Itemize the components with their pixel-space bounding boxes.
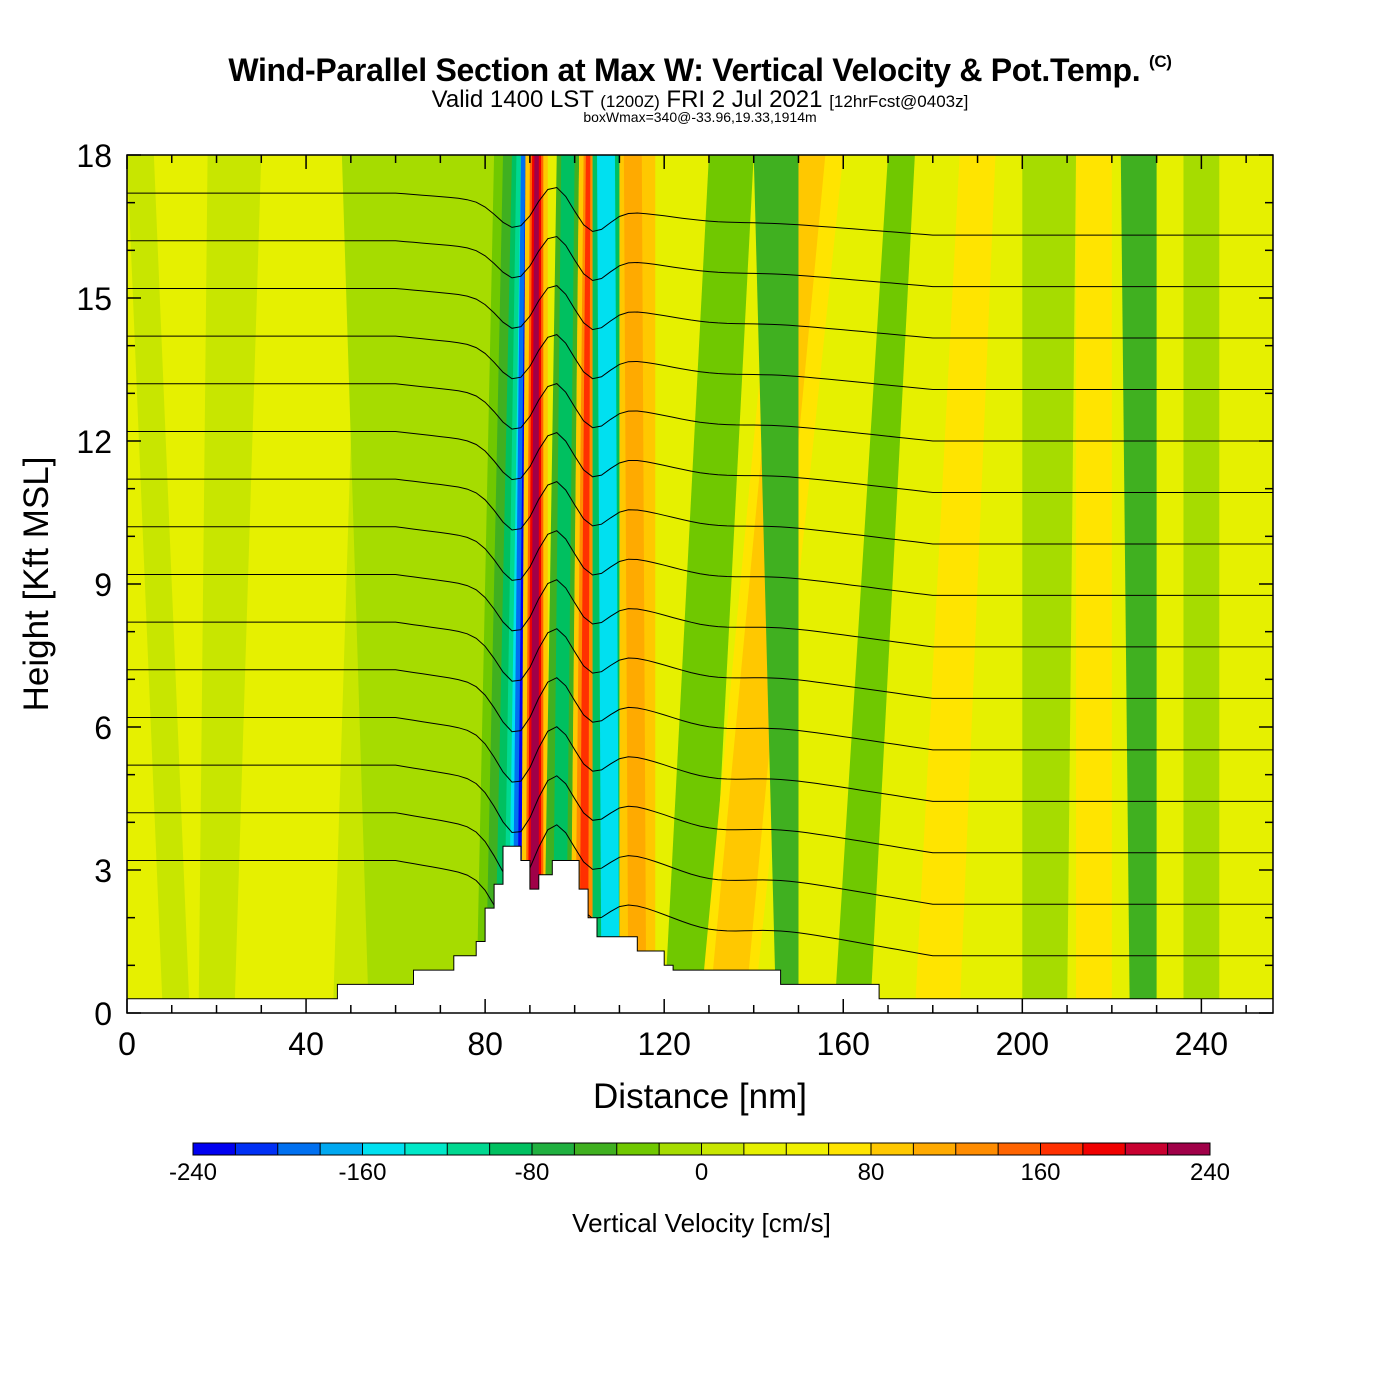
velocity-band	[834, 155, 915, 1013]
colorbar-tick-label: 240	[1190, 1159, 1230, 1186]
colorbar-swatch	[659, 1143, 702, 1155]
theta-contour	[127, 285, 1273, 339]
velocity-band	[1076, 155, 1112, 1013]
colorbar-swatch	[320, 1143, 363, 1155]
chart-title: Wind-Parallel Section at Max W: Vertical…	[228, 52, 1172, 88]
theta-contour	[127, 860, 1273, 957]
colorbar-tick-label: 80	[858, 1159, 885, 1186]
theta-contour	[127, 235, 1273, 288]
colorbar-swatch	[447, 1143, 491, 1155]
velocity-band	[127, 155, 190, 1013]
velocity-band	[753, 155, 799, 1013]
x-tick-label: 160	[817, 1026, 870, 1062]
theta-contour	[127, 764, 1273, 854]
colorbar-tick-label: 0	[695, 1159, 708, 1186]
colorbar-swatch	[1082, 1143, 1126, 1155]
x-tick-label: 80	[467, 1026, 503, 1062]
theta-contour	[127, 431, 1273, 493]
colorbar-swatch	[532, 1143, 575, 1155]
chart-subtitle: Valid 1400 LST (1200Z) FRI 2 Jul 2021 [1…	[431, 86, 969, 113]
y-tick-label: 9	[94, 567, 112, 603]
velocity-band	[529, 155, 539, 1013]
terrain-outline	[127, 845, 1273, 1000]
theta-contour	[127, 669, 1273, 751]
velocity-band	[1183, 155, 1220, 1013]
theta-contour	[127, 574, 1273, 648]
colorbar-swatch	[489, 1143, 533, 1155]
theta-contour	[127, 383, 1273, 442]
colorbar-swatch	[998, 1143, 1041, 1155]
velocity-band	[914, 155, 996, 1013]
velocity-band	[198, 155, 262, 1013]
colorbar-tick-label: -240	[169, 1159, 217, 1186]
colorbar-swatch	[574, 1143, 618, 1155]
colorbar-swatch	[871, 1143, 914, 1155]
colorbar-swatch	[235, 1143, 279, 1155]
x-tick-label: 120	[637, 1026, 690, 1062]
colorbar-swatch	[362, 1143, 406, 1155]
colorbar-swatch	[955, 1143, 999, 1155]
velocity-band	[1120, 155, 1157, 1013]
theta-contour	[127, 478, 1273, 545]
plot-area	[127, 155, 1273, 1013]
y-tick-label: 0	[94, 996, 112, 1032]
colorbar-swatch	[913, 1143, 957, 1155]
chart-box-info: boxWmax=340@-33.96,19.33,1914m	[583, 109, 817, 125]
theta-contour	[127, 717, 1273, 802]
velocity-band	[597, 155, 620, 1013]
theta-contour	[127, 334, 1273, 390]
colorbar-frame	[192, 1142, 1211, 1156]
velocity-band	[623, 155, 647, 1013]
theta-contour	[127, 186, 1273, 236]
velocity-band	[664, 155, 754, 1013]
x-tick-label: 0	[118, 1026, 136, 1062]
colorbar-swatch	[277, 1143, 321, 1155]
colorbar-swatch	[701, 1143, 745, 1155]
colorbar-tick-label: -160	[338, 1159, 386, 1186]
colorbar-swatch	[193, 1143, 236, 1155]
colorbar-swatch	[404, 1143, 448, 1155]
y-tick-label: 18	[76, 138, 112, 174]
colorbar-swatch	[828, 1143, 872, 1155]
y-tick-label: 12	[76, 424, 112, 460]
y-tick-label: 3	[94, 853, 112, 889]
theta-contour	[127, 621, 1273, 699]
colorbar-swatch	[616, 1143, 660, 1155]
velocity-band	[1022, 155, 1077, 1013]
x-tick-label: 240	[1175, 1026, 1228, 1062]
x-axis-title: Distance [nm]	[593, 1077, 807, 1116]
copyright-mark: (C)	[1148, 52, 1172, 71]
theta-contour	[127, 812, 1273, 905]
y-axis-title: Height [Kft MSL]	[17, 457, 56, 712]
theta-contour	[127, 526, 1273, 596]
y-tick-label: 6	[94, 710, 112, 746]
y-tick-label: 15	[76, 281, 112, 317]
velocity-band	[552, 155, 575, 1013]
velocity-band	[579, 155, 591, 1013]
colorbar-swatch	[1125, 1143, 1169, 1155]
colorbar-swatch	[743, 1143, 787, 1155]
colorbar-swatch	[1167, 1143, 1211, 1155]
x-tick-label: 200	[996, 1026, 1049, 1062]
colorbar-tick-label: 160	[1020, 1159, 1060, 1186]
x-tick-label: 40	[288, 1026, 324, 1062]
colorbar-title: Vertical Velocity [cm/s]	[572, 1208, 831, 1238]
colorbar-swatch	[786, 1143, 830, 1155]
colorbar-swatch	[1040, 1143, 1084, 1155]
colorbar-tick-label: -80	[515, 1159, 550, 1186]
